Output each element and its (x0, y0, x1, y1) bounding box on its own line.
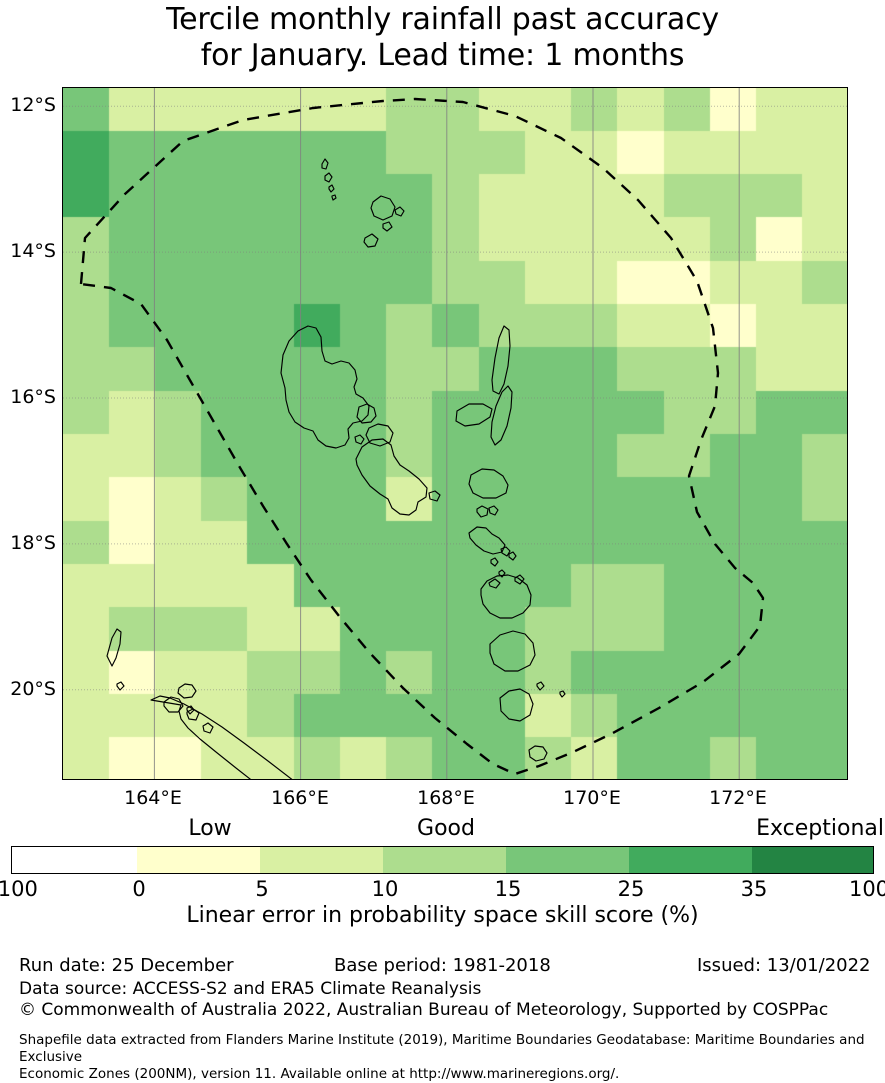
y-tick-label-0: 12°S (10, 94, 56, 116)
colorbar-category-low: Low (188, 816, 232, 841)
colorbar-axis-title: Linear error in probability space skill … (186, 903, 699, 928)
colorbar-tick-2: 5 (255, 877, 269, 901)
y-tick-label-3: 18°S (10, 532, 56, 554)
title-line-1: Tercile monthly rainfall past accuracy (166, 2, 719, 37)
colorbar-segment-0 (12, 847, 137, 873)
colorbar-segment-2 (260, 847, 383, 873)
footer-run-date: Run date: 25 December (19, 955, 234, 976)
skill-score-heatmap (63, 88, 847, 779)
x-tick-label-4: 172°E (709, 787, 767, 809)
colorbar-tick-7: 100 (848, 877, 885, 901)
colorbar-segment-3 (383, 847, 506, 873)
colorbar-tick-1: 0 (132, 877, 146, 901)
colorbar-category-good: Good (417, 816, 475, 841)
x-tick-label-1: 166°E (271, 787, 329, 809)
colorbar-category-exceptional: Exceptional (756, 816, 884, 841)
coastlines (106, 158, 566, 779)
colorbar-tick-3: 10 (371, 877, 399, 901)
eez-boundary (79, 97, 765, 776)
footer-data-source: Data source: ACCESS-S2 and ERA5 Climate … (19, 979, 482, 999)
x-tick-label-2: 168°E (417, 787, 475, 809)
footer-base-period: Base period: 1981-2018 (334, 955, 551, 976)
footer: Run date: 25 December Base period: 1981-… (19, 955, 879, 1083)
colorbar-segment-4 (506, 847, 629, 873)
colorbar-segment-6 (752, 847, 873, 873)
map-frame (62, 87, 848, 780)
graticule-latitude-lines (63, 105, 847, 691)
y-tick-label-4: 20°S (10, 678, 56, 700)
footer-issued: Issued: 13/01/2022 (697, 955, 871, 976)
map-panel: 12°S 14°S 16°S 18°S 20°S 164°E 166°E 168… (10, 87, 848, 809)
colorbar-tick-4: 15 (494, 877, 522, 901)
y-tick-label-2: 16°S (10, 386, 56, 408)
x-tick-label-3: 170°E (563, 787, 621, 809)
colorbar-gradient (11, 846, 874, 874)
graticule-gridlines (153, 88, 740, 779)
footer-copyright: © Commonwealth of Australia 2022, Austra… (19, 1000, 829, 1020)
colorbar-segment-5 (629, 847, 752, 873)
y-tick-label-1: 14°S (10, 240, 56, 262)
colorbar-tick-5: 25 (617, 877, 645, 901)
x-tick-label-0: 164°E (124, 787, 182, 809)
title-line-2: for January. Lead time: 1 months (200, 38, 685, 73)
colorbar-tick-0: -100 (0, 877, 38, 901)
colorbar-segment-1 (137, 847, 260, 873)
footer-shapefile-note-line-2: Economic Zones (200NM), version 11. Avai… (19, 1066, 620, 1082)
map-vector-overlay (63, 88, 847, 779)
footer-shapefile-note-line-1: Shapefile data extracted from Flanders M… (19, 1032, 865, 1065)
footer-metadata-row: Run date: 25 December Base period: 1981-… (19, 955, 879, 979)
page-title: Tercile monthly rainfall past accuracy f… (0, 0, 885, 74)
colorbar-tick-6: 35 (740, 877, 768, 901)
colorbar (11, 846, 874, 874)
